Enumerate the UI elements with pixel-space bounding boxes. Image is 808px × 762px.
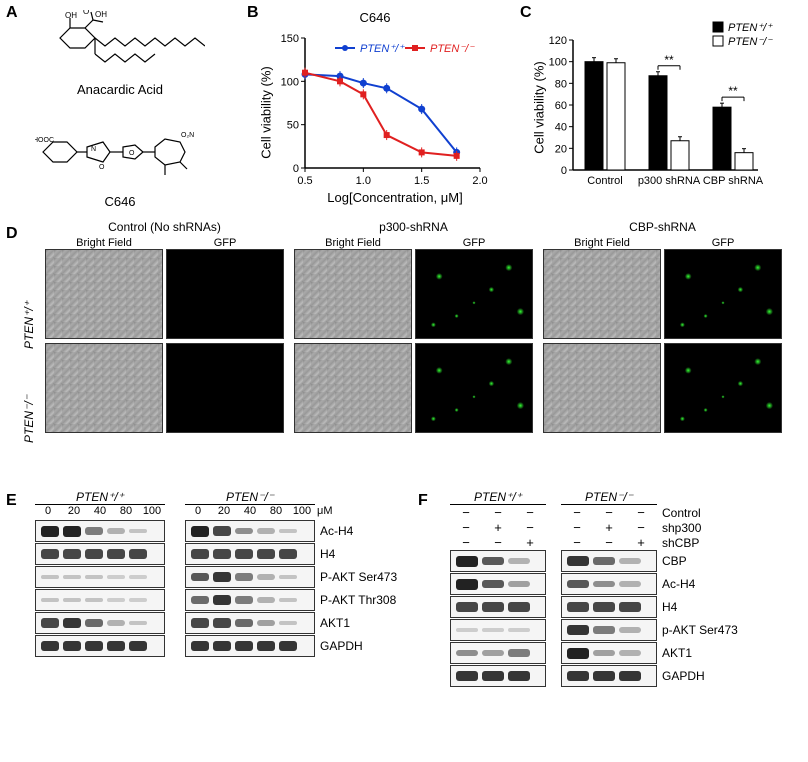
panel-d-row2: PTEN⁻/⁻ (22, 395, 36, 443)
svg-text:0: 0 (293, 163, 299, 175)
svg-text:PTEN⁺/⁺: PTEN⁺/⁺ (360, 43, 405, 55)
svg-text:80: 80 (555, 78, 567, 90)
micrograph-group: Control (No shRNAs)Bright FieldGFP (45, 220, 284, 437)
c646-structure: HOOC N O O O₂N C646 (25, 97, 215, 209)
svg-text:N: N (91, 146, 96, 153)
panel-c-chart: 0 20 40 60 80 100 120 Control p300 shRNA ** CBP sh… (545, 20, 805, 205)
panel-b-chart: 0 50 100 150 0.5 1.0 1.5 2.0 PTEN⁺/⁺ PTEN⁻/⁻ (275, 28, 495, 198)
svg-text:PTEN⁻/⁻: PTEN⁻/⁻ (728, 36, 773, 48)
gfp-image (166, 343, 284, 433)
svg-text:60: 60 (555, 100, 567, 112)
micrograph-group: p300-shRNABright FieldGFP (294, 220, 533, 437)
micrograph-group: CBP-shRNABright FieldGFP (543, 220, 782, 437)
brightfield-image (294, 249, 412, 339)
panel-c: Cell viability (%) 020406080100120Contro… (525, 10, 795, 205)
panel-f: PTEN⁺/⁺PTEN⁻/⁻−−−−−−Control−+−−+−shp300−… (420, 490, 800, 688)
gfp-image (166, 249, 284, 339)
svg-text:100: 100 (281, 76, 299, 88)
svg-text:0: 0 (561, 165, 567, 177)
panel-b-title: C646 (250, 10, 500, 25)
svg-text:150: 150 (281, 33, 299, 45)
svg-text:40: 40 (555, 122, 567, 134)
gfp-image (664, 249, 782, 339)
svg-text:PTEN⁻/⁻: PTEN⁻/⁻ (430, 43, 475, 55)
svg-text:Control: Control (587, 175, 622, 187)
anacardic-label: Anacardic Acid (77, 82, 163, 97)
svg-text:p300 shRNA: p300 shRNA (638, 175, 701, 187)
gfp-image (415, 249, 533, 339)
panel-d-row1: PTEN⁺/⁺ (22, 301, 36, 349)
svg-text:**: ** (728, 84, 738, 98)
panel-d: PTEN⁺/⁺ PTEN⁻/⁻ Control (No shRNAs)Brigh… (5, 220, 800, 437)
brightfield-image (543, 343, 661, 433)
anacardic-structure: OH OH O Anacardic Acid (25, 10, 215, 97)
svg-text:HOOC: HOOC (35, 137, 54, 144)
svg-text:**: ** (664, 53, 674, 67)
svg-text:50: 50 (287, 120, 299, 132)
svg-text:100: 100 (549, 57, 567, 69)
svg-text:O₂N: O₂N (181, 132, 194, 139)
svg-text:1.0: 1.0 (356, 175, 371, 187)
brightfield-image (45, 343, 163, 433)
panel-a-label: A (6, 4, 18, 22)
brightfield-image (543, 249, 661, 339)
panel-a: OH OH O Anacardic Acid HOOC N (25, 10, 215, 209)
panel-b: C646 Cell viability (%) 0 50 100 150 0.5 1.0 1… (250, 10, 500, 205)
panel-b-xlabel: Log[Concentration, μM] (290, 190, 500, 205)
c646-label: C646 (104, 194, 135, 209)
svg-text:PTEN⁺/⁺: PTEN⁺/⁺ (728, 22, 773, 34)
svg-text:20: 20 (555, 143, 567, 155)
svg-text:O: O (83, 10, 89, 16)
svg-text:OH: OH (65, 11, 77, 20)
svg-text:CBP shRNA: CBP shRNA (703, 175, 764, 187)
panel-b-ylabel: Cell viability (%) (259, 66, 274, 158)
c646-svg: HOOC N O O O₂N (35, 107, 205, 192)
gfp-image (415, 343, 533, 433)
figure: A OH OH O Anacardic Acid (0, 0, 808, 762)
panel-e: PTEN⁺/⁺PTEN⁻/⁻02040801000204080100μMAc-H… (5, 490, 405, 658)
brightfield-image (45, 249, 163, 339)
svg-text:1.5: 1.5 (414, 175, 429, 187)
svg-text:O: O (129, 150, 135, 157)
svg-text:2.0: 2.0 (472, 175, 487, 187)
brightfield-image (294, 343, 412, 433)
svg-text:OH: OH (95, 10, 107, 19)
svg-text:0.5: 0.5 (297, 175, 312, 187)
svg-text:O: O (99, 164, 105, 171)
gfp-image (664, 343, 782, 433)
anacardic-svg: OH OH O (35, 10, 205, 80)
svg-text:120: 120 (549, 35, 567, 47)
